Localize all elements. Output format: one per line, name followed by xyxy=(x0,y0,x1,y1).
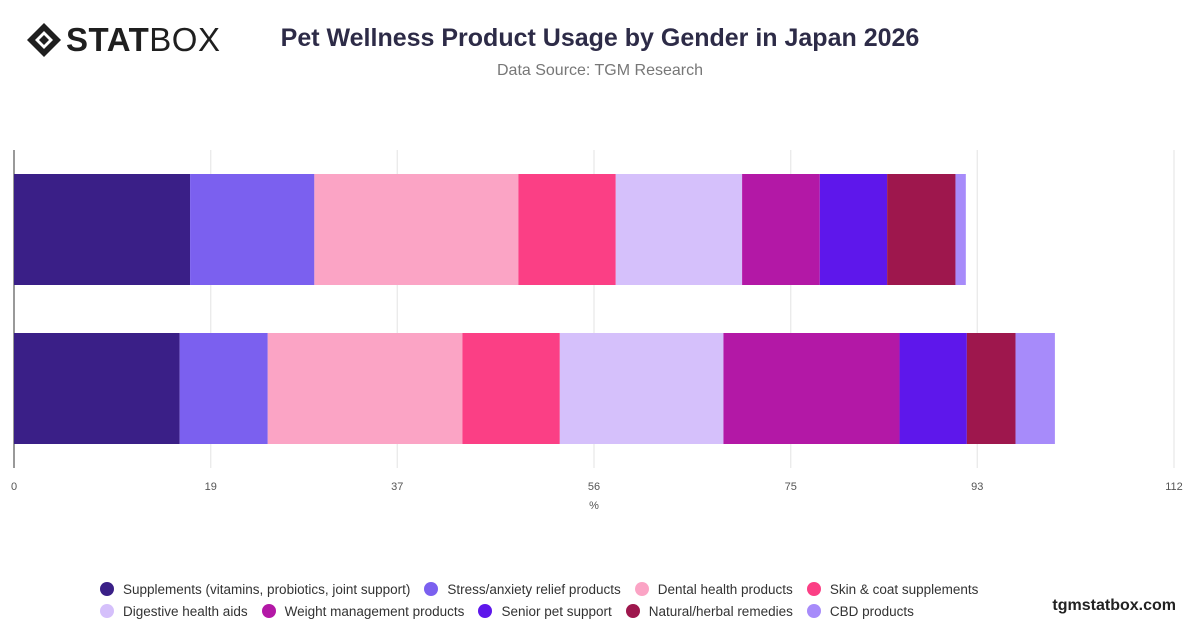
chart-subtitle: Data Source: TGM Research xyxy=(496,62,703,79)
x-axis-label: % xyxy=(589,500,599,512)
legend-item[interactable]: Weight management products xyxy=(261,602,465,620)
legend-item[interactable]: Supplements (vitamins, probiotics, joint… xyxy=(100,580,410,598)
bar-segment xyxy=(819,174,888,285)
legend-label: Stress/anxiety relief products xyxy=(447,581,621,597)
bar-segment xyxy=(742,174,820,285)
x-tick-label: 93 xyxy=(971,481,983,493)
bar-segment xyxy=(518,174,616,285)
legend-label: Weight management products xyxy=(284,603,465,619)
bar-segment xyxy=(966,333,1016,444)
logo-text-light: BOX xyxy=(149,21,221,58)
bar-segment xyxy=(314,174,519,285)
legend-swatch xyxy=(100,604,114,618)
legend-swatch xyxy=(424,582,439,596)
legend-label: Supplements (vitamins, probiotics, joint… xyxy=(123,581,411,597)
legend-label: Skin & coat supplements xyxy=(829,581,979,597)
x-tick-label: 56 xyxy=(588,481,600,493)
x-tick-label: 75 xyxy=(785,481,797,493)
legend-swatch xyxy=(806,582,821,596)
legend-item[interactable]: Digestive health aids xyxy=(100,602,248,620)
chart-legend: Supplements (vitamins, probiotics, joint… xyxy=(100,580,1120,620)
bar-segment xyxy=(179,333,268,444)
bar-segment xyxy=(887,174,956,285)
legend-swatch xyxy=(625,604,640,618)
legend-item[interactable]: Skin & coat supplements xyxy=(806,580,979,598)
legend-swatch xyxy=(478,604,493,618)
bar-segment xyxy=(190,174,315,285)
legend-label: Digestive health aids xyxy=(123,603,248,619)
x-tick-label: 19 xyxy=(205,481,217,493)
bar-segment xyxy=(955,174,966,285)
legend-item[interactable]: CBD products xyxy=(806,602,914,620)
legend-item[interactable]: Stress/anxiety relief products xyxy=(424,580,621,598)
x-tick-label: 0 xyxy=(11,481,17,493)
bar-segment xyxy=(462,333,560,444)
bar-segment xyxy=(267,333,463,444)
statbox-logo: STATBOX xyxy=(26,22,220,58)
legend-item[interactable]: Senior pet support xyxy=(478,602,612,620)
x-tick-label: 112 xyxy=(1165,481,1183,493)
legend-item[interactable]: Dental health products xyxy=(634,580,793,598)
bar-segment xyxy=(615,174,743,285)
bar-segment xyxy=(14,174,191,285)
legend-label: Natural/herbal remedies xyxy=(648,603,793,619)
legend-swatch xyxy=(100,582,114,596)
legend-swatch xyxy=(261,604,276,618)
bar-segment xyxy=(14,333,180,444)
logo-wordmark: STATBOX xyxy=(66,22,220,58)
bar-segment xyxy=(559,333,724,444)
legend-label: CBD products xyxy=(829,603,914,619)
footer-site: tgmstatbox.com xyxy=(1052,597,1176,614)
legend-swatch xyxy=(634,582,649,596)
x-tick-label: 37 xyxy=(391,481,403,493)
legend-swatch xyxy=(806,604,821,618)
legend-label: Dental health products xyxy=(657,581,793,597)
legend-label: Senior pet support xyxy=(501,603,612,619)
chart-title: Pet Wellness Product Usage by Gender in … xyxy=(280,24,920,52)
statbox-diamond-icon xyxy=(27,23,61,57)
bar-segment xyxy=(899,333,967,444)
legend-item[interactable]: Natural/herbal remedies xyxy=(625,602,793,620)
logo-text-bold: STAT xyxy=(66,21,150,58)
bar-segment xyxy=(723,333,900,444)
bar-segment xyxy=(1015,333,1055,444)
